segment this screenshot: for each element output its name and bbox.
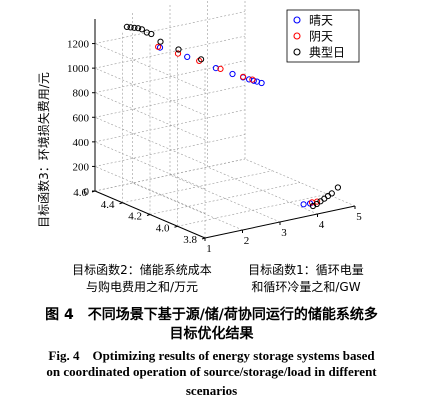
data-point-阴天 [240, 73, 247, 80]
x-tick-label: 4 [319, 219, 325, 231]
grid-line [94, 35, 246, 69]
z-tick-label: 800 [73, 88, 90, 100]
legend-label: 阴天 [309, 30, 333, 44]
caption-en-line-3: scenarios [185, 383, 238, 398]
data-point-晴天 [212, 65, 219, 72]
data-point-阴天 [314, 198, 321, 205]
legend-label: 晴天 [309, 14, 333, 28]
data-point-典型日 [328, 190, 335, 197]
y-tick-mark [146, 214, 151, 216]
data-point-典型日 [123, 23, 131, 30]
x-tick-label: 1 [206, 243, 212, 255]
legend-box [286, 9, 360, 63]
y-tick-label: 3.8 [183, 234, 197, 246]
y-tick-label: 4.2 [128, 211, 142, 223]
z-tick-label: 400 [73, 137, 90, 149]
data-point-阴天 [196, 57, 203, 65]
z-tick-label: 200 [73, 161, 90, 173]
data-point-阴天 [249, 76, 256, 83]
caption-en-line-2: on coordinated operation of source/stora… [46, 364, 377, 379]
data-point-典型日 [175, 46, 182, 53]
y-tick-label: 4.4 [101, 199, 115, 211]
grid-line [94, 67, 206, 116]
x-axis-title-line: 和循环冷量之和/GW [251, 280, 360, 294]
data-point-典型日 [334, 184, 341, 191]
scatter-3d-plot: 1 2 3 4 5 3.8 4.0 4.2 4.4 4.60 200 400 600 800 1000 120… [36, 0, 364, 294]
data-point-典型日 [135, 25, 142, 32]
z-tick-label: 0 [84, 186, 90, 198]
data-point-晴天 [250, 77, 257, 84]
tick-layer: 1 2 3 4 5 3.8 4.0 4.2 4.4 4.60 200 400 600 800 1000 120… [67, 39, 362, 255]
data-point-阴天 [174, 50, 182, 57]
x-tick-label: 5 [356, 211, 362, 223]
data-point-晴天 [229, 70, 236, 78]
legend-marker [293, 16, 301, 24]
z-tick-label: 1000 [67, 63, 90, 75]
grid-line [94, 158, 246, 192]
x-tick-label: 3 [281, 227, 287, 239]
data-point-典型日 [138, 26, 145, 33]
grid-line [94, 84, 246, 118]
point-layer [123, 23, 341, 210]
legend-label: 典型日 [309, 46, 345, 60]
grid-line [94, 60, 246, 94]
y-tick-label: 4.6 [73, 187, 87, 199]
y-tick-mark [201, 237, 206, 240]
data-point-典型日 [157, 38, 164, 45]
grid-line [177, 193, 328, 227]
z-tick-label: 1200 [67, 39, 90, 51]
grid-line [94, 43, 206, 91]
data-point-阴天 [155, 43, 162, 50]
data-point-典型日 [148, 30, 155, 38]
data-point-典型日 [198, 56, 205, 63]
data-point-典型日 [127, 24, 134, 31]
y-tick-mark [119, 202, 123, 205]
grid-line [94, 11, 246, 44]
caption-zh-line-1: 图 4 不同场景下基于源/储/荷协同运行的储能系统多 [45, 307, 378, 323]
grid-line [122, 170, 273, 204]
data-point-阴天 [217, 65, 224, 73]
grid-line [132, 182, 243, 231]
data-point-晴天 [258, 79, 265, 87]
data-point-典型日 [131, 24, 138, 31]
grid-layer [94, 0, 356, 239]
caption-en-line-1: Fig. 4 Optimizing results of energy stor… [48, 348, 375, 363]
legend-marker [293, 32, 301, 40]
legend-marker [293, 48, 301, 56]
y-axis-title-line: 目标函数2：储能系统成本 [72, 262, 212, 277]
z-axis-title: 目标函数3：环境损失费用/元 [36, 72, 51, 228]
z-tick-label: 600 [73, 112, 90, 124]
data-point-晴天 [300, 201, 307, 208]
grid-line [149, 182, 301, 215]
y-tick-label: 4.0 [156, 222, 170, 234]
x-tick-label: 2 [244, 235, 250, 247]
y-axis-title-line: 与购电费用之和/万元 [86, 279, 198, 294]
grid-line [94, 134, 246, 167]
data-point-晴天 [184, 53, 191, 61]
data-point-典型日 [321, 195, 328, 202]
y-tick-mark [174, 225, 178, 228]
grid-line [94, 109, 246, 143]
grid-line [207, 166, 318, 215]
x-axis-title-line: 目标函数1：循环电量 [248, 262, 364, 277]
caption-zh-line-2: 目标优化结果 [169, 326, 254, 342]
